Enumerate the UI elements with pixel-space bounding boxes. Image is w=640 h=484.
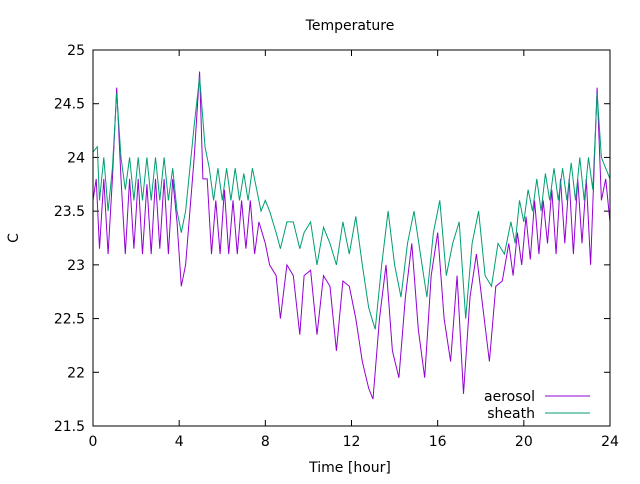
series-line-aerosol: [92, 71, 611, 400]
y-tick-label: 23: [67, 258, 85, 274]
y-tick-label: 22: [67, 365, 85, 381]
plot-border: [92, 49, 611, 427]
legend-label-sheath: sheath: [487, 406, 535, 422]
x-tick-label: 24: [601, 434, 619, 450]
series-line-sheath: [92, 76, 611, 330]
x-tick-label: 0: [89, 434, 98, 450]
y-tick-label: 25: [67, 43, 85, 59]
x-axis-label: Time [hour]: [308, 460, 391, 476]
y-tick-label: 24.5: [54, 97, 85, 113]
series-lines: [92, 71, 611, 400]
legend-label-aerosol: aerosol: [484, 389, 535, 405]
chart-title: Temperature: [305, 18, 395, 34]
y-tick-label: 23.5: [54, 204, 85, 220]
x-tick-label: 20: [515, 434, 533, 450]
x-tick-label: 8: [261, 434, 270, 450]
y-tick-label: 22.5: [54, 312, 85, 328]
x-tick-label: 4: [175, 434, 184, 450]
y-tick-label: 21.5: [54, 419, 85, 435]
x-tick-label: 12: [343, 434, 361, 450]
x-tick-label: 16: [429, 434, 447, 450]
y-tick-label: 24: [67, 150, 85, 166]
y-axis-label: C: [6, 233, 22, 243]
